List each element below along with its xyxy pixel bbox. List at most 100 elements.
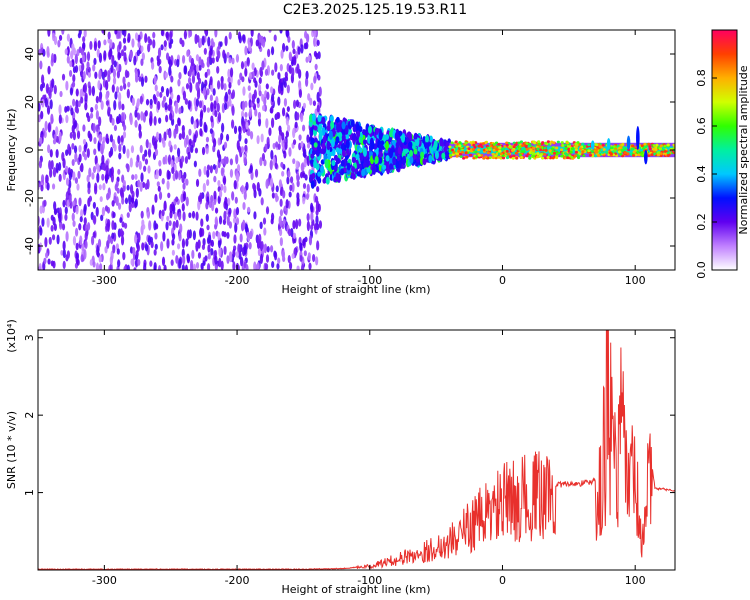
heatmap-cell [241,100,246,112]
heatmap-cell [193,120,197,130]
heatmap-cell [340,159,345,167]
heatmap-cell [299,242,303,251]
heatmap-cell [165,221,169,231]
heatmap-cell [168,220,172,227]
heatmap-cell [86,51,91,62]
heatmap-cell [138,160,142,170]
heatmap-cell [595,147,599,151]
heatmap-cell [142,223,146,230]
x-tick-label: 0 [499,574,506,587]
y-tick-label: 3 [23,334,36,341]
heatmap-cell [181,238,186,249]
heatmap-cell [138,76,142,82]
heatmap-cell [144,243,149,252]
heatmap-cell [38,159,43,169]
heatmap-cell [173,211,178,221]
x-tick-label: -100 [357,274,382,287]
heatmap-cell [50,113,54,125]
heatmap-cell [395,160,400,169]
heatmap-cell [222,177,226,184]
heatmap-cell [111,84,115,93]
heatmap-cell [305,193,310,200]
heatmap-cell [652,144,657,148]
heatmap-cell [103,69,108,78]
heatmap-cell [38,102,41,112]
heatmap-cell [41,217,45,227]
heatmap-cell [266,136,270,147]
heatmap-cell [228,207,232,215]
heatmap-cell [153,249,157,256]
heatmap-cell [89,259,93,266]
heatmap-cell [95,206,99,217]
heatmap-cell [45,174,49,184]
heatmap-cell [262,217,267,225]
heatmap-cell [178,258,182,269]
heatmap-cell [246,231,250,238]
heatmap-cell [505,141,509,145]
heatmap-cell [76,258,80,266]
heatmap-cell [536,152,540,155]
heatmap-cell [514,151,519,155]
heatmap-cell [270,177,274,188]
heatmap-cell [313,223,318,231]
heatmap-cell [123,124,127,131]
heatmap-cell [277,257,281,265]
heatmap-cell [134,109,138,118]
heatmap-cell [140,45,144,53]
heatmap-cell [46,217,50,228]
heatmap-cell [285,30,289,38]
heatmap-cell [245,264,249,270]
heatmap-cell [259,221,263,230]
heatmap-cell [175,170,179,180]
heatmap-cell [191,74,196,84]
heatmap-cell [114,30,118,35]
x-tick-label: -300 [92,274,117,287]
heatmap-cell [397,146,402,155]
heatmap-cell [107,218,111,228]
heatmap-cell [555,156,559,160]
heatmap-cell [458,144,462,148]
heatmap-cell [286,106,290,112]
heatmap-cell [136,49,141,57]
snr-y-multiplier: (x10⁴) [5,319,18,353]
heatmap-cell [473,145,477,149]
heatmap-cell [317,114,322,123]
heatmap-cell [548,149,552,153]
heatmap-cell [154,140,158,151]
heatmap-cell [156,90,160,97]
heatmap-cell [75,242,79,251]
heatmap-cell [195,98,200,107]
heatmap-cell [167,104,171,111]
heatmap-cell [183,30,188,40]
heatmap-cell [536,155,540,159]
heatmap-cell [190,57,195,67]
heatmap-cell [547,153,551,157]
heatmap-cell [247,206,251,213]
heatmap-cell [138,123,142,132]
heatmap-cell [53,133,57,140]
heatmap-cell [204,71,208,78]
heatmap-cell [195,54,200,62]
heatmap-cell [285,198,289,209]
heatmap-cell [522,147,526,151]
heatmap-cell [555,146,559,150]
heatmap-cell [532,146,536,150]
heatmap-cell [214,207,219,214]
heatmap-cell [286,176,290,185]
heatmap-cell [530,151,534,155]
heatmap-cell [143,262,147,270]
heatmap-cell [105,100,110,106]
heatmap-cell [310,180,315,189]
heatmap-cell [351,156,356,164]
heatmap-cell [145,138,149,149]
heatmap-cell [135,101,140,109]
heatmap-cell [153,75,157,85]
heatmap-cell [282,42,286,53]
heatmap-cell [185,134,189,145]
heatmap-cell [217,232,221,241]
heatmap-cell [79,216,83,223]
heatmap-cell [153,95,157,105]
heatmap-cell [315,209,319,216]
heatmap-cell [111,232,115,239]
heatmap-cell [316,186,320,193]
